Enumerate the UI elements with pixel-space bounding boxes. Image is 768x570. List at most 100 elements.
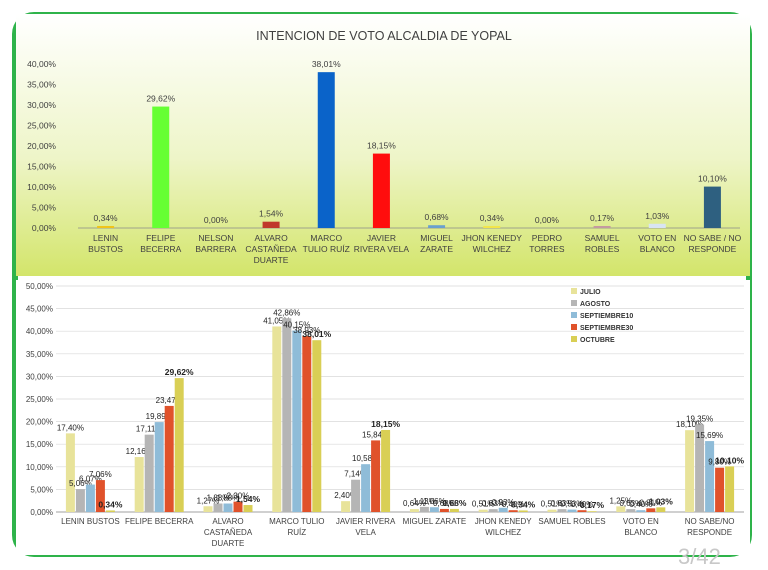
chart2-y-tick-label: 25,00% xyxy=(26,395,53,404)
chart2-category-label: MIGUEL ZARATE xyxy=(403,517,467,526)
chart2-data-label: 42,86% xyxy=(273,308,300,317)
chart2-data-label: 0,40% xyxy=(502,500,525,509)
chart1-data-label: 0,34% xyxy=(94,213,119,223)
chart2-bar-agosto-alvaro-castaneda-duarte xyxy=(213,503,223,512)
chart2-data-label: 0,34% xyxy=(511,499,536,509)
chart2-legend-label: SEPTIEMBRE30 xyxy=(580,325,633,332)
chart2-bar-septiembre10-jhon-kenedy-wilchez xyxy=(498,507,508,512)
chart1-bar-felipe-becerra xyxy=(152,106,170,228)
chart2-bar-agosto-no-sabe-no-responde xyxy=(695,424,705,512)
chart1-data-label: 1,54% xyxy=(259,209,284,219)
chart2-category-label: SAMUEL ROBLES xyxy=(538,517,605,526)
chart2-category-label: JHON KENEDY xyxy=(475,517,533,526)
chart2-data-label: 6,07% xyxy=(79,475,102,484)
chart1-y-tick-label: 35,00% xyxy=(27,80,56,90)
chart2-bar-septiembre10-miguel-zarate xyxy=(429,507,439,512)
chart1-category-label: CASTAÑEDA xyxy=(245,244,297,254)
chart2-category-label: BLANCO xyxy=(624,528,657,537)
chart1-bar-javier-rivera-vela xyxy=(372,153,390,228)
chart2-bar-octubre-miguel-zarate xyxy=(449,508,459,512)
chart2-data-label: 1,88% xyxy=(207,494,230,503)
chart1-y-tick-label: 25,00% xyxy=(27,121,56,131)
chart1-data-label: 0,00% xyxy=(535,215,560,225)
chart2-data-label: 18,15% xyxy=(371,419,400,429)
chart2-bar-julio-jhon-kenedy-wilchez xyxy=(478,509,488,512)
chart1-data-label: 38,01% xyxy=(312,59,341,69)
chart2-category-label: LENIN BUSTOS xyxy=(61,517,120,526)
chart2-bar-octubre-samuel-robles xyxy=(587,511,597,512)
chart1-bar-voto-en-blanco xyxy=(648,223,666,228)
chart2-data-label: 10,58% xyxy=(352,454,379,463)
chart1-category-label: VOTO EN xyxy=(638,233,676,243)
chart1-category-label: BARRERA xyxy=(195,244,236,254)
chart1-y-tick-label: 10,00% xyxy=(27,182,56,192)
chart2-data-label: 29,62% xyxy=(165,367,194,377)
chart2-data-label: 1,27% xyxy=(197,496,220,505)
chart1-data-label: 10,10% xyxy=(698,174,727,184)
chart2-y-tick-label: 30,00% xyxy=(26,372,53,381)
chart2-bar-septiembre10-alvaro-castaneda-duarte xyxy=(223,503,233,512)
chart1-background xyxy=(16,14,750,276)
chart1-category-label: MARCO xyxy=(310,233,342,243)
chart2-data-label: 0,40% xyxy=(629,500,652,509)
chart2-bar-agosto-samuel-robles xyxy=(557,509,567,512)
chart2-data-label: 1,88% xyxy=(217,494,240,503)
chart2-y-tick-label: 5,00% xyxy=(30,485,53,494)
chart2-bar-septiembre10-javier-rivera-vela xyxy=(361,464,371,512)
chart2-data-label: 0,51% xyxy=(541,500,564,509)
chart2-category-label: JAVIER RIVERA xyxy=(336,517,396,526)
chart2-legend-label: SEPTIEMBRE10 xyxy=(580,313,633,320)
chart2-bar-septiembre30-no-sabe-no-responde xyxy=(715,467,725,512)
current-vote-intention-chart: INTENCION DE VOTO ALCALDIA DE YOPAL 0,00… xyxy=(16,14,750,276)
chart2-y-tick-label: 50,00% xyxy=(26,282,53,291)
chart1-bar-no-sabe-no-responde xyxy=(703,186,721,228)
chart2-bar-septiembre30-felipe-becerra xyxy=(164,405,174,512)
chart2-y-tick-label: 15,00% xyxy=(26,440,53,449)
chart1-category-label: ROBLES xyxy=(585,244,620,254)
chart2-data-label: 0,34% xyxy=(98,499,123,509)
chart1-y-tick-label: 0,00% xyxy=(32,223,57,233)
chart2-category-label: VELA xyxy=(355,528,376,537)
chart2-data-label: 0,68% xyxy=(442,498,467,508)
chart1-category-label: DUARTE xyxy=(254,255,289,265)
chart2-data-label: 18,10% xyxy=(676,420,703,429)
chart1-y-tick-label: 20,00% xyxy=(27,141,56,151)
chart1-category-label: SAMUEL xyxy=(585,233,620,243)
chart1-title: INTENCION DE VOTO ALCALDIA DE YOPAL xyxy=(256,29,512,43)
chart2-bar-octubre-lenin-bustos xyxy=(105,510,115,512)
chart2-bar-agosto-miguel-zarate xyxy=(419,506,429,512)
chart1-data-label: 29,62% xyxy=(146,94,175,104)
chart2-data-label: 40,15% xyxy=(283,321,310,330)
chart1-data-label: 0,34% xyxy=(480,213,505,223)
chart1-bar-alvaro-castaneda-duarte xyxy=(262,221,280,228)
chart2-legend-swatch xyxy=(571,288,577,294)
chart2-data-label: 17,11% xyxy=(136,425,163,434)
chart2-legend-label: OCTUBRE xyxy=(580,337,615,344)
chart1-category-label: JHON KENEDY xyxy=(462,233,523,243)
chart2-bar-septiembre30-miguel-zarate xyxy=(439,508,449,512)
chart2-bar-septiembre10-marco-tulio-ruiz xyxy=(292,330,302,512)
chart1-data-label: 0,68% xyxy=(425,212,450,222)
chart2-legend-swatch xyxy=(571,312,577,318)
chart2-y-tick-label: 40,00% xyxy=(26,327,53,336)
chart2-data-label: 15,69% xyxy=(696,431,723,440)
chart2-bar-septiembre10-voto-en-blanco xyxy=(636,510,646,512)
chart2-legend-label: AGOSTO xyxy=(580,301,611,308)
chart2-data-label: 0,63% xyxy=(551,499,574,508)
chart1-category-label: RESPONDE xyxy=(689,244,737,254)
chart2-legend-swatch xyxy=(571,336,577,342)
chart1-data-label: 1,03% xyxy=(645,211,670,221)
chart2-bar-julio-lenin-bustos xyxy=(65,433,75,512)
chart1-category-label: FELIPE xyxy=(146,233,176,243)
chart2-bar-octubre-voto-en-blanco xyxy=(656,507,666,512)
chart2-data-label: 7,14% xyxy=(344,470,367,479)
chart1-bar-marco-tulio-ruiz xyxy=(317,72,335,228)
chart1-category-label: ALVARO xyxy=(254,233,288,243)
chart2-bar-agosto-jhon-kenedy-wilchez xyxy=(488,509,498,512)
chart2-data-label: 19,89% xyxy=(146,412,173,421)
chart2-bar-octubre-javier-rivera-vela xyxy=(381,429,391,512)
chart2-data-label: 0,93% xyxy=(492,498,515,507)
chart2-category-label: NO SABE/NO xyxy=(685,517,735,526)
chart1-data-label: 0,17% xyxy=(590,213,615,223)
chart2-legend-swatch xyxy=(571,324,577,330)
